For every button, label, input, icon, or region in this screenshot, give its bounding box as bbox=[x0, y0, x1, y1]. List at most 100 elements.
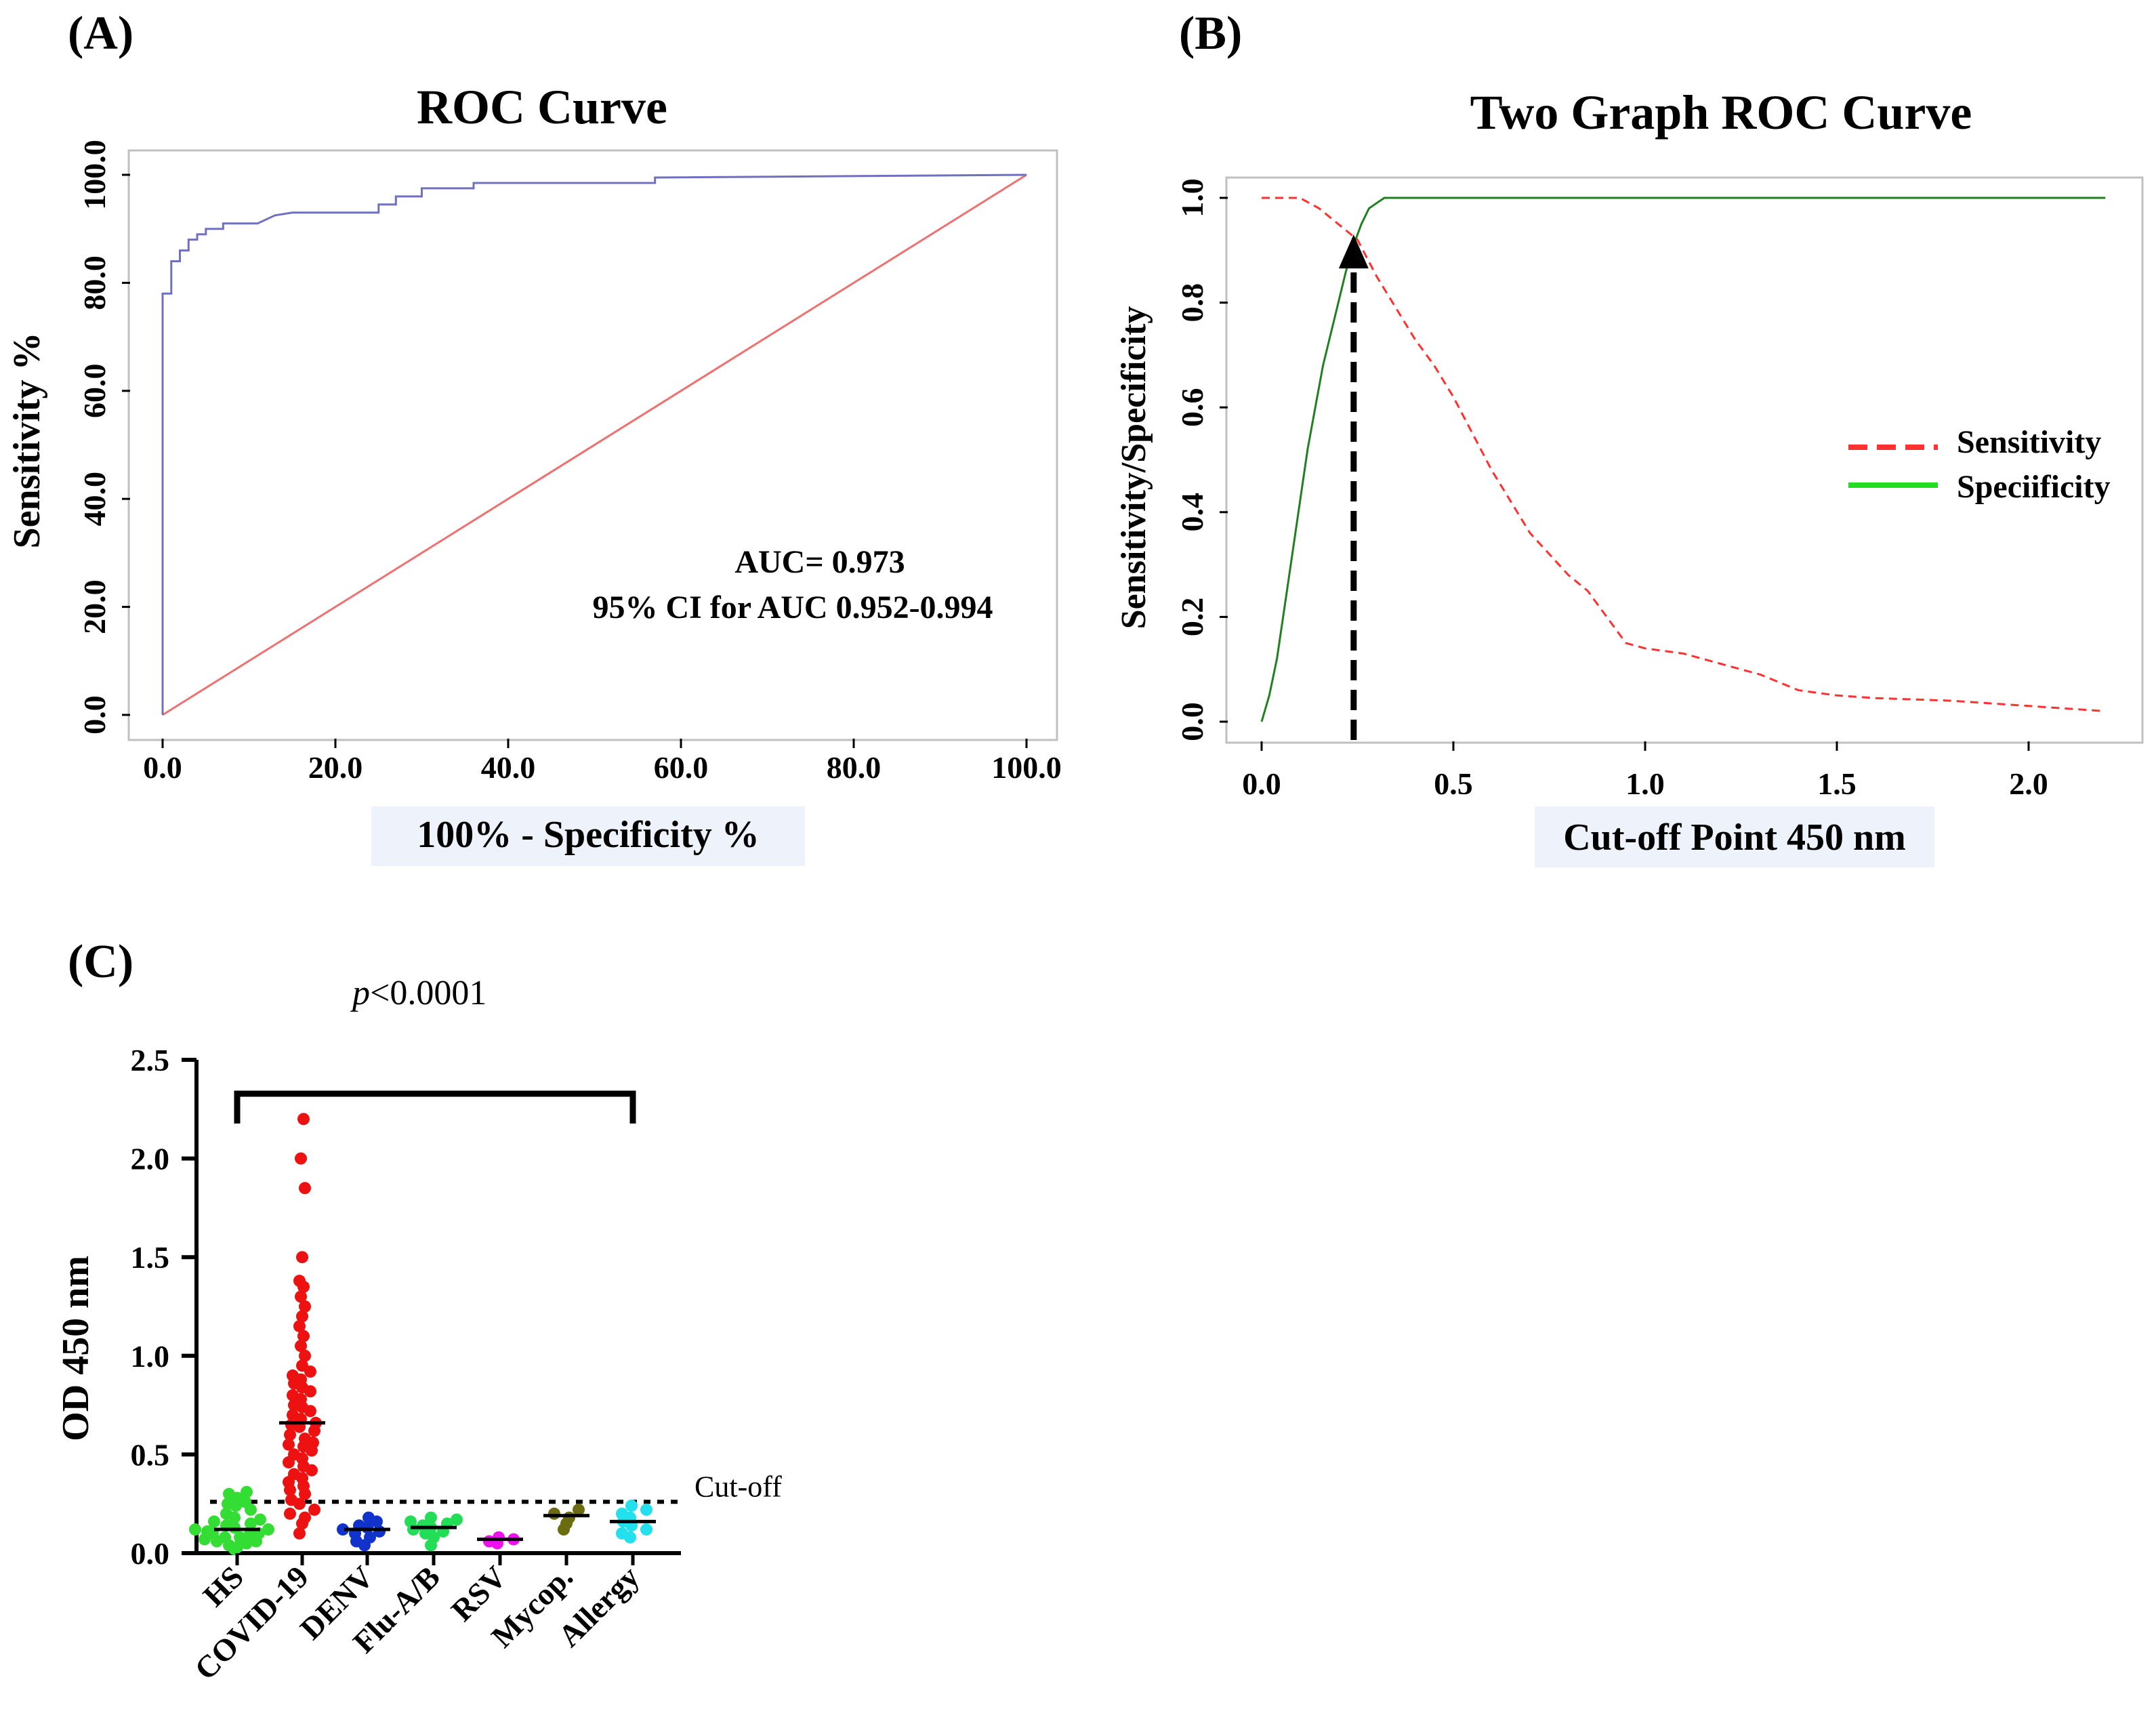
panel-a-ytick-label: 20.0 bbox=[77, 579, 112, 634]
panel-a-ytick-label: 40.0 bbox=[77, 472, 112, 527]
panel-c-point bbox=[295, 1340, 307, 1353]
panel-c-point bbox=[287, 1389, 299, 1402]
panel-c-point bbox=[219, 1531, 231, 1544]
panel-a-xtick-label: 80.0 bbox=[827, 750, 882, 785]
panel-c-point bbox=[234, 1531, 246, 1544]
panel-a-ci-label: 95% CI for AUC 0.952-0.994 bbox=[592, 590, 993, 625]
panel-a: (A) ROC Curve 0.0 20.0 40.0 60.0 80.0 100.0 0… bbox=[6, 7, 1062, 866]
panel-c-point bbox=[293, 1320, 306, 1333]
panel-c-point bbox=[208, 1515, 220, 1528]
panel-b-plot-frame bbox=[1225, 176, 2144, 744]
panel-c-point bbox=[616, 1507, 628, 1520]
panel-a-title: ROC Curve bbox=[417, 80, 667, 134]
panel-c-point bbox=[293, 1275, 306, 1288]
panel-b-xlabel-box bbox=[1535, 806, 1934, 867]
panel-c-point bbox=[222, 1498, 234, 1510]
panel-a-auc-label: AUC= 0.973 bbox=[734, 544, 905, 580]
panel-b-ytick-label: 0.6 bbox=[1175, 388, 1209, 427]
panel-b-ytick-label: 0.2 bbox=[1175, 598, 1209, 637]
panel-c-ytick-label: 1.0 bbox=[131, 1339, 170, 1374]
panel-a-roc-line bbox=[161, 173, 1027, 715]
panel-a-xtick-label: 60.0 bbox=[654, 750, 709, 785]
panel-c-point bbox=[223, 1487, 235, 1500]
panel-c-point bbox=[284, 1428, 296, 1441]
panel-c-point bbox=[288, 1448, 300, 1461]
panel-c-point bbox=[299, 1433, 311, 1445]
panel-c-point bbox=[299, 1182, 311, 1195]
panel-c-point bbox=[201, 1525, 213, 1538]
panel-b-cutoff-arrow-head bbox=[1338, 234, 1369, 269]
panel-b-y-ticks: 0.0 0.2 0.4 0.6 0.8 1.0 bbox=[1175, 178, 1228, 741]
panel-a-xlabel-box bbox=[371, 806, 805, 866]
panel-b-xtick-label: 2.0 bbox=[2009, 766, 2048, 801]
panel-a-ytick-label: 0.0 bbox=[77, 695, 112, 735]
panel-c-point bbox=[245, 1517, 257, 1530]
panel-b-ytick-label: 0.4 bbox=[1175, 493, 1209, 532]
panel-b-xlabel: Cut-off Point 450 nm bbox=[1563, 817, 1906, 859]
panel-c-ytick-label: 2.0 bbox=[131, 1142, 170, 1176]
panel-c-point bbox=[616, 1527, 628, 1540]
panel-c-ytick-label: 0.0 bbox=[131, 1536, 170, 1571]
panel-c-y-ticks: 0.0 0.5 1.0 1.5 2.0 2.5 bbox=[131, 1043, 196, 1571]
panel-b-x-ticks: 0.0 0.5 1.0 1.5 2.0 bbox=[1242, 741, 2048, 801]
panel-c-means bbox=[214, 1421, 656, 1542]
panel-c-point bbox=[425, 1511, 437, 1524]
panel-c-point bbox=[640, 1523, 652, 1536]
panel-c-category-label: HS bbox=[196, 1559, 250, 1613]
panel-c-ytick-label: 1.5 bbox=[131, 1240, 170, 1275]
panel-b-ylabel: Sensitivity/Specificity bbox=[1115, 306, 1153, 630]
panel-a-reference-line bbox=[162, 173, 1027, 716]
panel-b-legend-specificity-label: Speciificity bbox=[1957, 469, 2111, 505]
panel-c-point bbox=[296, 1359, 308, 1372]
panel-c-point bbox=[337, 1523, 349, 1536]
panel-c-point bbox=[262, 1523, 274, 1536]
panel-a-xtick-label: 0.0 bbox=[143, 750, 182, 785]
panel-c-point bbox=[295, 1290, 307, 1303]
panel-c-point bbox=[625, 1500, 638, 1512]
panel-b-legend-sensitivity-label: Sensitivity bbox=[1957, 424, 2101, 460]
panel-a-ylabel: Sensitivity % bbox=[6, 333, 48, 549]
panel-a-plot-frame bbox=[127, 149, 1058, 741]
panel-c-significance-bracket bbox=[234, 1090, 636, 1124]
panel-b-ytick-label: 0.8 bbox=[1175, 283, 1209, 323]
panel-c-cutoff-label: Cut-off bbox=[695, 1470, 782, 1503]
panel-c-point bbox=[283, 1438, 295, 1451]
panel-c-point bbox=[241, 1485, 253, 1498]
panel-c-point bbox=[364, 1531, 376, 1544]
panel-c-significance-value: <0.0001 bbox=[370, 974, 486, 1012]
panel-c-ytick-label: 0.5 bbox=[131, 1437, 170, 1472]
panel-b-legend-bg bbox=[1843, 417, 2128, 505]
panel-c-point bbox=[362, 1511, 375, 1524]
panel-a-xtick-label: 20.0 bbox=[308, 750, 363, 785]
panel-a-label: (A) bbox=[68, 7, 133, 60]
panel-c-point bbox=[299, 1349, 311, 1362]
panel-b: (B) Two Graph ROC Curve 0.0 0.2 0.4 0.6 0.8 1… bbox=[1115, 7, 2144, 867]
panel-c-point bbox=[299, 1511, 311, 1524]
panel-c-point bbox=[563, 1511, 575, 1524]
panel-b-xtick-label: 0.5 bbox=[1434, 766, 1473, 801]
panel-a-y-ticks: 0.0 20.0 40.0 60.0 80.0 100.0 bbox=[77, 140, 130, 735]
panel-a-ytick-label: 60.0 bbox=[77, 364, 112, 419]
panel-c-point bbox=[493, 1531, 505, 1544]
panel-c-ylabel: OD 450 nm bbox=[55, 1256, 97, 1441]
panel-c-point bbox=[243, 1529, 255, 1542]
panel-b-ytick-label: 1.0 bbox=[1175, 178, 1209, 218]
panel-b-label: (B) bbox=[1179, 7, 1242, 60]
panel-b-xtick-label: 1.5 bbox=[1817, 766, 1857, 801]
panel-c-label: (C) bbox=[68, 936, 133, 988]
panel-c-point bbox=[254, 1513, 266, 1526]
panel-c: (C) p<0.0001 0.00.51.01.52.02.5 Cut-off … bbox=[55, 936, 782, 1687]
panel-a-xtick-label: 100.0 bbox=[991, 750, 1062, 785]
panel-b-xtick-label: 0.0 bbox=[1242, 766, 1281, 801]
panel-b-sensitivity-line bbox=[1262, 197, 2106, 712]
panel-c-point bbox=[287, 1369, 299, 1382]
panel-c-point bbox=[297, 1113, 310, 1126]
panel-c-significance-p: p bbox=[350, 974, 370, 1012]
panel-b-title: Two Graph ROC Curve bbox=[1470, 85, 1972, 140]
panel-c-point bbox=[296, 1251, 308, 1264]
panel-c-point bbox=[293, 1527, 306, 1540]
panel-c-point bbox=[295, 1152, 307, 1165]
panel-c-point bbox=[297, 1330, 310, 1342]
panel-c-point bbox=[299, 1300, 311, 1313]
